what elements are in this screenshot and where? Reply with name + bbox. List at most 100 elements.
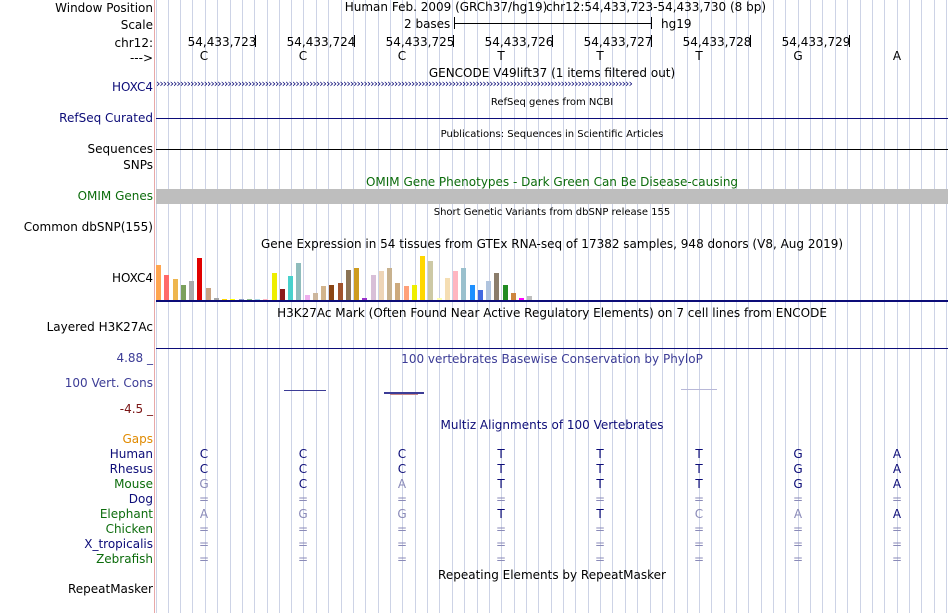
grid-line (934, 0, 935, 613)
species-label-chicken[interactable]: Chicken (105, 522, 153, 536)
alignment-base: = (297, 492, 309, 506)
grid-line (860, 0, 861, 613)
gtex-bar[interactable] (519, 298, 524, 300)
gtex-bar[interactable] (181, 285, 186, 300)
alignment-base: = (891, 522, 903, 536)
gencode-track-label[interactable]: HOXC4 (111, 80, 153, 94)
gtex-bar[interactable] (494, 273, 499, 300)
gtex-bar[interactable] (280, 289, 285, 300)
gtex-bar[interactable] (470, 285, 475, 300)
ruler-base[interactable]: A (892, 49, 902, 63)
gtex-bar[interactable] (453, 271, 458, 300)
gtex-bar[interactable] (164, 275, 169, 300)
gaps-label[interactable]: Gaps (122, 432, 153, 446)
gtex-bar[interactable] (527, 296, 532, 300)
gtex-bar[interactable] (461, 268, 466, 300)
species-label-mouse[interactable]: Mouse (114, 477, 153, 491)
position-text[interactable]: chr12:54,433,723-54,433,730 (8 bp) (545, 0, 767, 14)
h3k27ac-track-label[interactable]: Layered H3K27Ac (46, 320, 153, 334)
gtex-bar[interactable] (395, 283, 400, 300)
gtex-track-label[interactable]: HOXC4 (111, 271, 153, 285)
omim-track-label[interactable]: OMIM Genes (77, 189, 153, 203)
gtex-bar[interactable] (272, 273, 277, 300)
ruler-base[interactable]: T (497, 49, 505, 63)
omim-feature[interactable] (156, 189, 948, 204)
ruler-base[interactable]: T (596, 49, 604, 63)
gtex-bar[interactable] (247, 299, 252, 300)
gtex-bar[interactable] (445, 278, 450, 300)
grid-line (230, 0, 231, 613)
species-label-human[interactable]: Human (109, 447, 153, 461)
refseq-gene-line[interactable] (156, 118, 948, 119)
ruler-base[interactable]: C (397, 49, 407, 63)
gtex-bar[interactable] (156, 265, 161, 300)
gtex-track-title[interactable]: Gene Expression in 54 tissues from GTEx … (260, 237, 844, 251)
gtex-bar[interactable] (263, 299, 268, 300)
grid-line (946, 0, 947, 613)
gtex-bar[interactable] (404, 286, 409, 300)
repeatmasker-track-label[interactable]: RepeatMasker (67, 582, 153, 596)
publications-track-title[interactable]: Publications: Sequences in Scientific Ar… (440, 129, 664, 140)
gtex-bar[interactable] (371, 275, 376, 300)
gtex-bar-chart[interactable] (156, 251, 536, 300)
gtex-bar[interactable] (222, 299, 227, 300)
publications-line[interactable] (156, 149, 948, 150)
alignment-base: = (792, 552, 804, 566)
gtex-bar[interactable] (437, 298, 442, 300)
ruler-tick (651, 35, 652, 47)
gtex-bar[interactable] (420, 256, 425, 300)
ruler-base[interactable]: G (793, 49, 803, 63)
species-label-zebrafish[interactable]: Zebrafish (96, 552, 153, 566)
gtex-bar[interactable] (428, 261, 433, 300)
gtex-bar[interactable] (321, 286, 326, 300)
repeatmasker-track-title[interactable]: Repeating Elements by RepeatMasker (438, 568, 666, 582)
alignment-base: = (693, 552, 705, 566)
phylop-track-title[interactable]: 100 vertebrates Basewise Conservation by… (401, 352, 703, 366)
dbsnp-track-label[interactable]: Common dbSNP(155) (23, 220, 153, 234)
refseq-track-label[interactable]: RefSeq Curated (59, 111, 153, 125)
gtex-bar[interactable] (313, 293, 318, 300)
gtex-bar[interactable] (189, 281, 194, 300)
gtex-bar[interactable] (239, 299, 244, 300)
hoxc4-gene-feature[interactable]: ››››››››››››››››››››››››››››››››››››››››… (156, 78, 633, 90)
ruler-base[interactable]: T (695, 49, 703, 63)
gtex-bar[interactable] (288, 276, 293, 300)
h3k27ac-track-title[interactable]: H3K27Ac Mark (Often Found Near Active Re… (277, 306, 827, 320)
species-label-x-tropicalis[interactable]: X_tropicalis (84, 537, 153, 551)
species-label-dog[interactable]: Dog (128, 492, 153, 506)
gtex-bar[interactable] (511, 293, 516, 300)
gtex-bar[interactable] (255, 299, 260, 300)
gtex-bar[interactable] (346, 270, 351, 300)
gtex-bar[interactable] (305, 295, 310, 300)
gtex-bar[interactable] (486, 281, 491, 300)
species-label-elephant[interactable]: Elephant (99, 507, 153, 521)
gtex-bar[interactable] (173, 279, 178, 300)
gtex-bar[interactable] (379, 271, 384, 300)
refseq-track-title[interactable]: RefSeq genes from NCBI (490, 97, 614, 108)
gtex-bar[interactable] (296, 263, 301, 300)
gtex-bar[interactable] (503, 285, 508, 300)
gtex-bar[interactable] (230, 299, 235, 300)
gtex-bar[interactable] (206, 288, 211, 300)
gtex-bar[interactable] (478, 290, 483, 300)
gtex-bar[interactable] (387, 268, 392, 300)
omim-track-title[interactable]: OMIM Gene Phenotypes - Dark Green Can Be… (365, 175, 739, 189)
dbsnp-track-title[interactable]: Short Genetic Variants from dbSNP releas… (433, 207, 671, 218)
multiz-track-title[interactable]: Multiz Alignments of 100 Vertebrates (440, 418, 664, 432)
alignment-base: G (793, 477, 803, 491)
gtex-bar[interactable] (338, 283, 343, 300)
gtex-bar[interactable] (214, 298, 219, 300)
gtex-bar[interactable] (329, 285, 334, 300)
snps-track-label[interactable]: SNPs (123, 158, 153, 172)
gtex-bar[interactable] (362, 298, 367, 300)
gtex-bar[interactable] (412, 285, 417, 300)
gtex-bar[interactable] (197, 258, 202, 300)
sequences-track-label[interactable]: Sequences (87, 142, 153, 156)
ruler-base[interactable]: C (298, 49, 308, 63)
alignment-base: T (596, 507, 604, 521)
gencode-track-title[interactable]: GENCODE V49lift37 (1 items filtered out) (428, 66, 676, 80)
phylop-track-label[interactable]: 100 Vert. Cons (64, 376, 153, 390)
species-label-rhesus[interactable]: Rhesus (109, 462, 153, 476)
ruler-base[interactable]: C (199, 49, 209, 63)
gtex-bar[interactable] (354, 268, 359, 300)
